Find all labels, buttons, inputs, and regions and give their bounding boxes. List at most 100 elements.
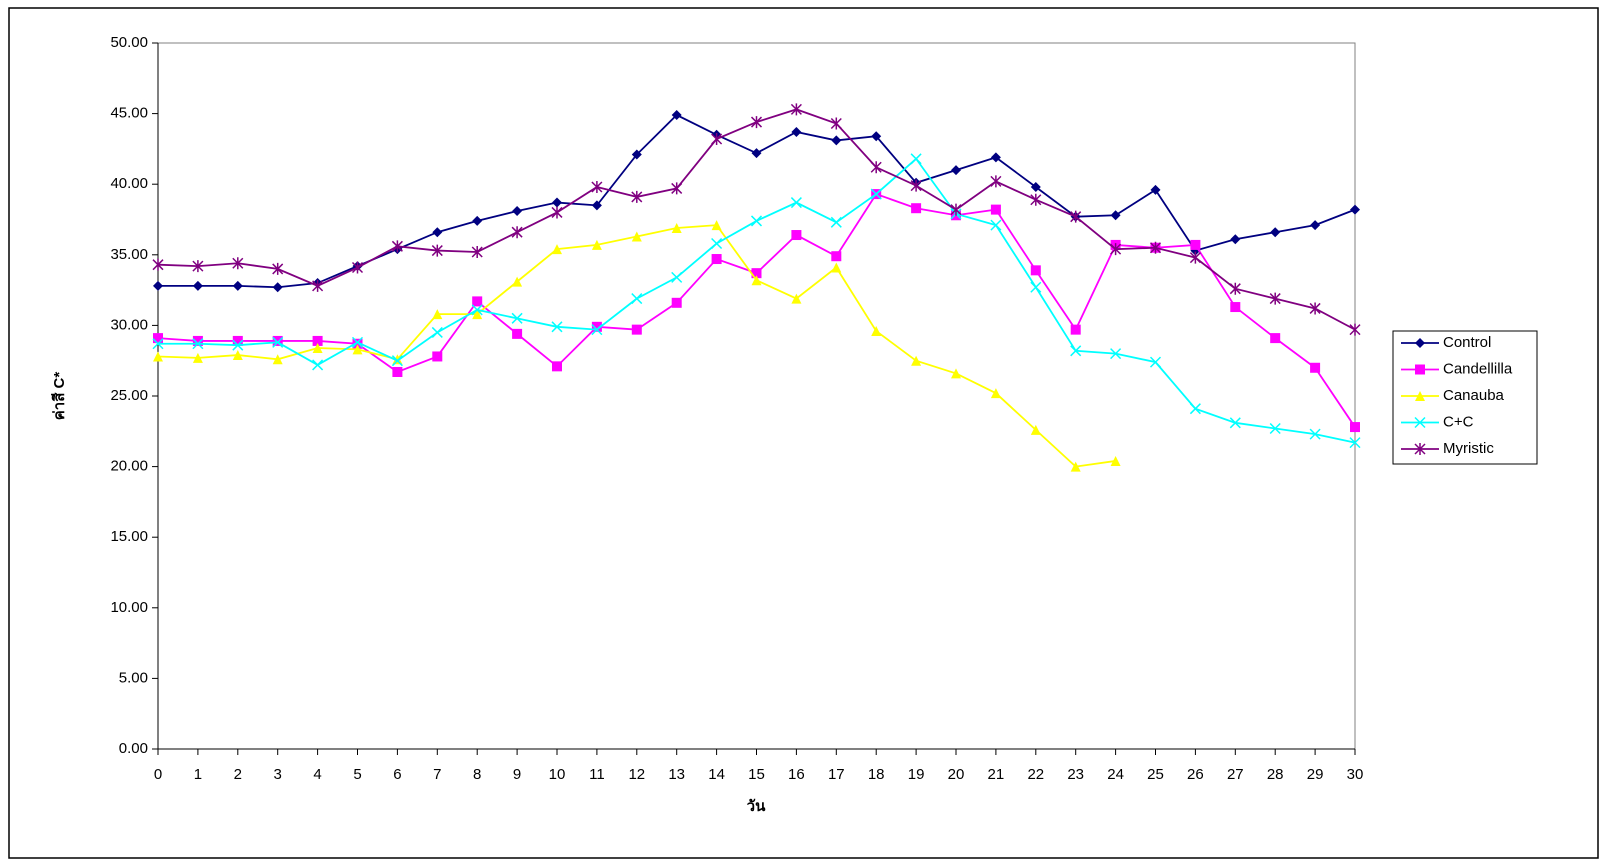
marker — [911, 203, 922, 214]
marker — [472, 215, 483, 226]
x-tick-label: 4 — [313, 766, 321, 783]
marker — [512, 276, 523, 287]
x-tick-label: 27 — [1227, 766, 1244, 783]
marker — [471, 245, 483, 258]
marker — [1030, 265, 1041, 276]
marker — [870, 188, 882, 200]
marker — [950, 203, 962, 216]
x-tick-label: 20 — [948, 766, 965, 783]
marker — [671, 110, 682, 121]
x-tick-label: 0 — [154, 766, 162, 783]
y-tick-label: 20.00 — [110, 458, 148, 475]
legend-label: Control — [1443, 334, 1491, 351]
marker — [671, 271, 683, 283]
x-tick-label: 17 — [828, 766, 845, 783]
marker — [1149, 241, 1162, 254]
x-tick-label: 18 — [868, 766, 885, 783]
x-tick-label: 10 — [549, 766, 566, 783]
marker — [1030, 281, 1042, 293]
marker — [431, 244, 443, 257]
marker — [591, 239, 602, 250]
marker — [352, 338, 363, 349]
marker — [312, 279, 324, 292]
y-axis-title: ค่าสี C* — [51, 372, 68, 421]
marker — [951, 368, 961, 379]
marker — [512, 206, 523, 217]
x-tick-label: 2 — [234, 766, 242, 783]
marker — [511, 226, 523, 239]
marker — [1230, 302, 1241, 313]
marker — [750, 116, 763, 129]
marker — [1229, 282, 1241, 295]
marker — [990, 175, 1002, 188]
marker — [1189, 251, 1201, 264]
x-tick-label: 6 — [393, 766, 401, 783]
marker — [272, 336, 284, 348]
marker — [153, 280, 163, 291]
marker — [1270, 333, 1281, 344]
y-tick-label: 30.00 — [110, 316, 148, 333]
marker — [591, 321, 602, 332]
x-axis-title: วัน — [747, 798, 766, 815]
marker — [631, 324, 642, 335]
marker — [631, 231, 642, 242]
marker — [910, 179, 922, 192]
marker — [1150, 184, 1161, 195]
marker — [351, 336, 364, 348]
x-tick-label: 7 — [433, 766, 441, 783]
marker — [751, 148, 762, 159]
marker — [1149, 356, 1162, 368]
legend-label: Candellilla — [1443, 360, 1513, 377]
marker — [192, 338, 204, 350]
x-tick-label: 29 — [1307, 766, 1324, 783]
marker — [153, 351, 163, 362]
marker — [1309, 302, 1321, 315]
marker — [1070, 210, 1082, 223]
marker — [871, 131, 882, 142]
marker — [751, 268, 762, 279]
marker — [232, 280, 243, 291]
marker — [1070, 324, 1081, 335]
marker — [1110, 455, 1121, 466]
marker — [471, 304, 483, 316]
marker — [391, 355, 403, 367]
marker — [1415, 364, 1425, 375]
y-tick-label: 0.00 — [119, 740, 148, 757]
marker — [1110, 243, 1122, 256]
marker — [990, 388, 1001, 399]
marker — [1190, 239, 1201, 250]
marker — [232, 257, 244, 270]
marker — [1110, 210, 1121, 221]
y-tick-label: 45.00 — [110, 105, 148, 122]
marker — [831, 262, 842, 273]
x-tick-label: 8 — [473, 766, 481, 783]
marker — [910, 153, 922, 165]
marker — [552, 361, 562, 372]
marker — [192, 260, 204, 273]
marker — [272, 335, 283, 346]
legend-label: C+C — [1443, 413, 1474, 430]
marker — [790, 197, 802, 209]
marker — [831, 251, 842, 262]
x-tick-label: 21 — [988, 766, 1005, 783]
marker — [830, 216, 842, 228]
marker — [631, 293, 643, 305]
marker — [990, 152, 1001, 163]
marker — [711, 133, 723, 146]
marker — [552, 197, 562, 208]
marker — [711, 254, 722, 265]
marker — [1270, 227, 1281, 238]
marker — [432, 227, 443, 238]
marker — [152, 258, 164, 271]
marker — [431, 326, 443, 338]
x-tick-label: 14 — [708, 766, 725, 783]
marker — [750, 215, 763, 227]
marker — [711, 220, 722, 231]
marker — [1229, 417, 1241, 429]
marker — [351, 261, 364, 274]
marker — [591, 181, 603, 194]
marker — [591, 200, 602, 211]
x-tick-label: 22 — [1027, 766, 1044, 783]
marker — [1414, 443, 1426, 455]
x-tick-label: 11 — [589, 766, 605, 783]
